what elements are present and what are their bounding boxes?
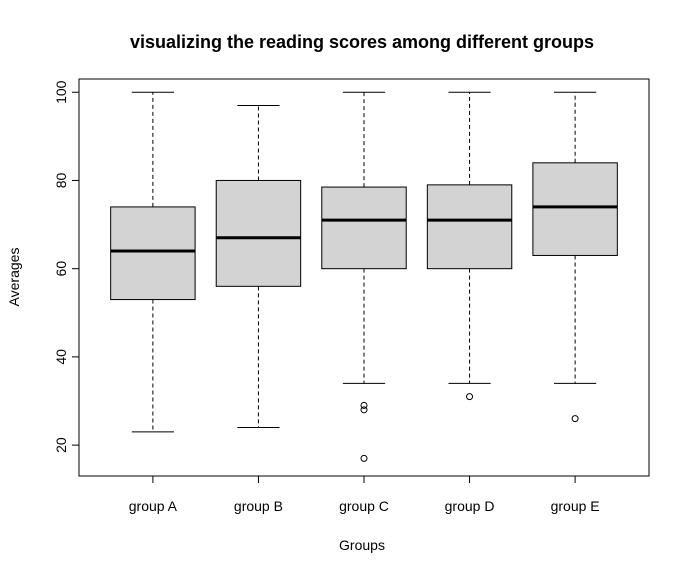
x-axis: group A group B group C group D group E: [129, 475, 600, 514]
x-tick-label: group E: [551, 498, 600, 514]
outlier-point: [571, 415, 579, 423]
y-tick-label: 40: [53, 349, 69, 365]
x-tick-label: group B: [234, 498, 283, 514]
outlier-point: [360, 406, 368, 414]
box: [110, 206, 196, 301]
box-group-5: [532, 91, 618, 423]
box-group-2: [215, 104, 302, 428]
box: [426, 184, 513, 270]
y-tick-label: 100: [53, 80, 69, 104]
outlier-point: [360, 454, 368, 462]
outlier-point: [360, 401, 368, 409]
y-axis: 20 40 60 80 100: [53, 80, 80, 453]
chart-title: visualizing the reading scores among dif…: [130, 32, 594, 52]
box: [215, 179, 302, 287]
box-group-4: [426, 91, 513, 401]
y-tick-label: 20: [53, 437, 69, 453]
boxes-layer: [110, 91, 618, 462]
y-tick-label: 80: [53, 172, 69, 188]
y-axis-label: Averages: [6, 248, 22, 307]
outlier-point: [466, 393, 474, 401]
box-group-3: [321, 91, 407, 462]
box: [532, 162, 618, 256]
box-group-1: [110, 91, 196, 433]
box: [321, 186, 407, 270]
x-tick-label: group C: [339, 498, 389, 514]
y-tick-label: 60: [53, 261, 69, 277]
x-tick-label: group A: [129, 498, 178, 514]
x-tick-label: group D: [445, 498, 495, 514]
x-axis-label: Groups: [339, 537, 385, 553]
